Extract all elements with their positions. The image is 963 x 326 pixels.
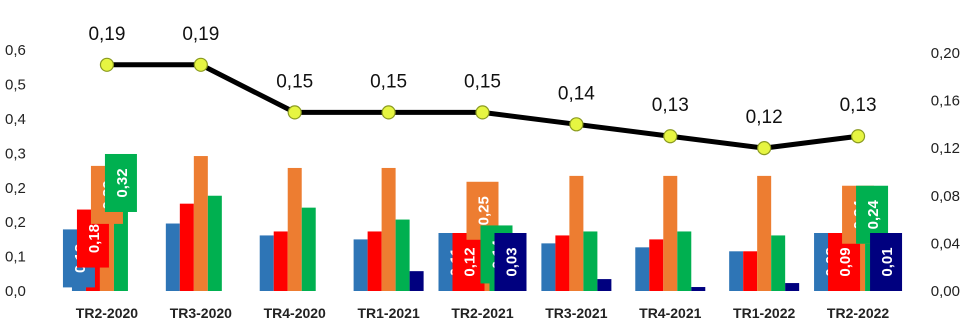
line-point	[850, 129, 866, 144]
line-point	[475, 105, 490, 120]
category-label: TR3-2021	[545, 305, 607, 321]
bar	[729, 251, 744, 291]
right-tick-label: 0,12	[931, 140, 960, 157]
data-label-box	[870, 233, 903, 291]
data-label: 0,18	[86, 224, 103, 253]
data-label: 0,32	[114, 168, 131, 197]
line-data-label: 0,15	[276, 71, 313, 92]
bar	[569, 175, 584, 291]
bar	[649, 239, 664, 291]
category-label: TR1-2022	[733, 305, 795, 321]
bar	[287, 167, 302, 291]
bar	[193, 156, 208, 291]
category-label: TR4-2020	[264, 305, 326, 321]
data-label: 0,01	[879, 247, 896, 276]
data-label: 0,12	[462, 247, 479, 276]
right-tick-label: 0,16	[931, 93, 960, 110]
line-point	[193, 57, 208, 72]
bar	[301, 207, 316, 291]
category-label: TR2-2022	[827, 305, 889, 321]
line-data-label: 0,12	[746, 107, 783, 128]
line-data-label: 0,19	[88, 24, 125, 45]
category-labels: TR2-2020 TR3-2020 TR4-2020 TR1-2021 TR2-2021…	[76, 305, 890, 321]
left-tick-label: 0,0	[5, 283, 26, 300]
bar	[691, 287, 706, 291]
line-series-group: 0,19 0,19 0,15 0,15 0,15 0,14 0,13 0,12 0,13	[88, 24, 877, 156]
right-tick-label: 0,00	[931, 283, 960, 300]
line-point	[287, 105, 302, 120]
data-label: 0,24	[865, 199, 882, 229]
bar	[395, 219, 410, 291]
bar	[663, 175, 678, 291]
bar-series-group: 0,130,110,080,180,120,090,290,250,240,32…	[62, 153, 903, 291]
bar	[785, 283, 800, 291]
line-data-label: 0,15	[464, 71, 501, 92]
data-label-box	[494, 233, 527, 291]
left-tick-label: 0,2	[5, 180, 26, 197]
bar	[677, 231, 692, 291]
category-label: TR4-2021	[639, 305, 701, 321]
category-label: TR1-2021	[357, 305, 419, 321]
line-point	[757, 141, 772, 156]
data-label: 0,25	[476, 196, 493, 225]
left-tick-label: 0,2	[5, 214, 26, 231]
left-tick-label: 0,5	[5, 77, 26, 94]
data-label-box	[104, 153, 137, 212]
line-point	[569, 117, 584, 132]
bar	[635, 247, 650, 291]
data-label-box	[452, 233, 485, 291]
bar	[367, 231, 382, 291]
bar	[353, 239, 368, 291]
bar	[555, 235, 570, 291]
category-label: TR3-2020	[170, 305, 232, 321]
right-tick-label: 0,04	[931, 235, 960, 252]
left-axis-ticks: 0,0 0,1 0,2 0,2 0,3 0,4 0,5 0,6	[5, 42, 26, 300]
line-data-label: 0,13	[840, 95, 877, 116]
line-data-label: 0,13	[652, 95, 689, 116]
bar	[273, 231, 288, 291]
line-data-label: 0,19	[182, 24, 219, 45]
left-tick-label: 0,3	[5, 145, 26, 162]
line-point	[99, 57, 115, 72]
category-label: TR2-2021	[451, 305, 513, 321]
bar	[771, 235, 786, 291]
left-tick-label: 0,4	[5, 111, 26, 128]
bar	[743, 251, 758, 291]
bar	[179, 203, 194, 291]
data-label: 0,03	[504, 247, 521, 276]
right-tick-label: 0,20	[931, 45, 960, 62]
bar	[381, 167, 396, 291]
bar	[259, 235, 274, 291]
bar	[409, 271, 424, 291]
left-tick-label: 0,6	[5, 42, 26, 59]
bar	[165, 223, 180, 291]
category-label: TR2-2020	[76, 305, 138, 321]
data-label: 0,09	[837, 247, 854, 276]
right-axis-ticks: 0,00 0,04 0,08 0,12 0,16 0,20	[931, 45, 960, 300]
left-tick-label: 0,1	[5, 249, 26, 266]
bar	[541, 243, 556, 291]
line-data-label: 0,15	[370, 71, 407, 92]
line-point	[663, 129, 678, 144]
right-tick-label: 0,08	[931, 188, 960, 205]
line-data-label: 0,14	[558, 83, 595, 104]
line-point	[381, 105, 396, 120]
bar	[583, 231, 598, 291]
bar	[757, 175, 772, 291]
bar	[597, 279, 612, 291]
bar	[207, 195, 222, 291]
